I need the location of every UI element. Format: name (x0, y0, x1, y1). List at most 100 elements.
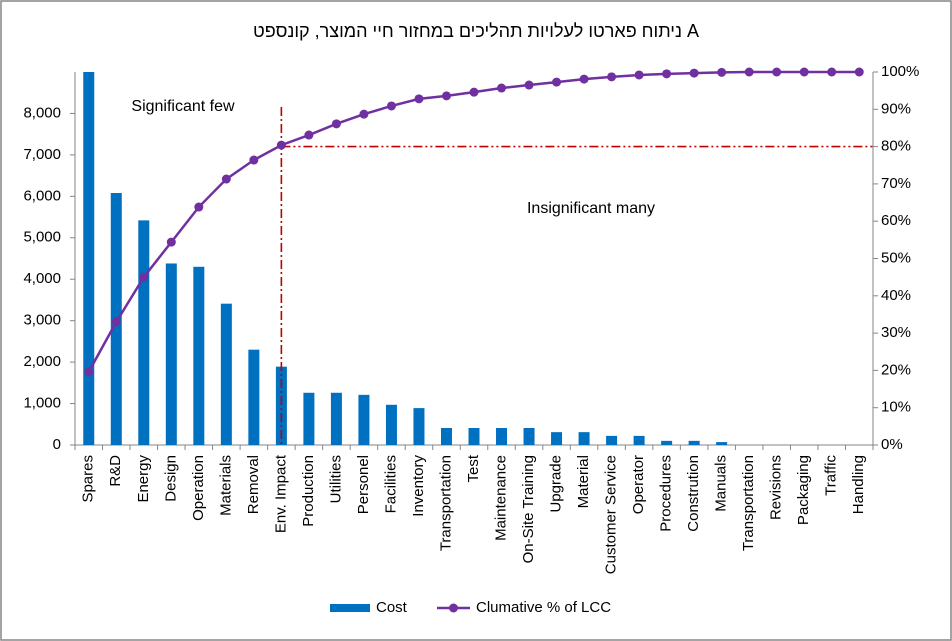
line-marker (111, 317, 121, 327)
bar (413, 408, 425, 445)
x-tick-label: On-Site Training (520, 455, 537, 563)
y2-tick-label: 30% (881, 324, 911, 341)
legend-label: Clumative % of LCC (476, 599, 611, 616)
line-marker (441, 91, 451, 101)
x-tick-label: Operator (630, 455, 647, 514)
x-tick-label: Maintenance (492, 455, 509, 541)
y2-tick-label: 40% (881, 287, 911, 304)
y2-tick-label: 10% (881, 399, 911, 416)
bar (468, 428, 480, 445)
y-tick-label: 1,000 (23, 395, 61, 412)
line-marker (331, 119, 341, 129)
x-tick-label: Material (575, 455, 592, 508)
line-marker (634, 70, 644, 80)
y2-tick-label: 70% (881, 175, 911, 192)
bar (440, 428, 452, 445)
line-marker (386, 101, 396, 111)
x-tick-label: Removal (245, 455, 262, 514)
x-tick-label: Design (162, 455, 179, 502)
bar (193, 266, 205, 445)
bar (83, 72, 95, 445)
x-tick-label: Env. Impact (272, 454, 289, 533)
bar (633, 435, 645, 445)
chart-title: ניתוח פארטו לעלויות תהליכים במחזור חיי ה… (253, 21, 699, 41)
line-marker (414, 94, 424, 104)
bar (578, 432, 590, 445)
x-tick-label: Spares (80, 455, 97, 503)
x-tick-label: Inventory (410, 455, 427, 517)
line-marker (304, 130, 314, 140)
line-marker (84, 367, 94, 377)
line-marker (717, 67, 727, 77)
bar (358, 394, 370, 445)
bar (165, 263, 177, 445)
line-marker (221, 174, 231, 184)
y2-tick-label: 20% (881, 361, 911, 378)
bar (330, 392, 342, 445)
x-tick-label: Operation (190, 455, 207, 521)
y2-tick-label: 80% (881, 138, 911, 155)
y-tick-label: 2,000 (23, 353, 61, 370)
bar (385, 404, 397, 445)
y-tick-label: 0 (53, 436, 61, 453)
legend-swatch (330, 604, 370, 612)
line-marker (607, 72, 617, 82)
line-marker (744, 67, 754, 77)
line-marker (689, 68, 699, 78)
line-marker (469, 87, 479, 97)
line-marker (249, 155, 259, 165)
line-marker (359, 109, 369, 119)
y-tick-label: 4,000 (23, 270, 61, 287)
line-marker (139, 272, 149, 282)
line-marker (662, 69, 672, 79)
x-tick-label: Procedures (658, 455, 675, 532)
bar (716, 442, 728, 445)
x-tick-label: Transportation (437, 455, 454, 551)
bar (138, 220, 150, 445)
y-tick-label: 7,000 (23, 146, 61, 163)
y-tick-label: 8,000 (23, 104, 61, 121)
y2-tick-label: 90% (881, 100, 911, 117)
x-tick-label: Personel (355, 455, 372, 514)
x-tick-label: Production (300, 455, 317, 527)
bar (275, 366, 287, 445)
x-tick-label: Energy (135, 455, 152, 503)
line-marker (827, 67, 837, 77)
x-tick-label: Handling (850, 455, 867, 514)
y2-tick-label: 50% (881, 249, 911, 266)
y-tick-label: 6,000 (23, 187, 61, 204)
y2-tick-label: 100% (881, 63, 919, 80)
x-tick-label: Constrution (685, 455, 702, 532)
line-marker (497, 83, 507, 93)
bar (606, 435, 618, 445)
x-tick-label: Facilities (382, 455, 399, 513)
x-tick-label: Manuals (713, 455, 730, 512)
legend-swatch (449, 603, 458, 613)
annotation: Significant few (131, 98, 235, 115)
x-tick-label: Transportation (740, 455, 757, 551)
bar (220, 303, 232, 445)
x-tick-label: Upgrade (548, 455, 565, 513)
annotation: Insignificant many (527, 200, 655, 217)
x-tick-label: Test (465, 454, 482, 482)
x-tick-label: Utilities (327, 455, 344, 503)
bar (496, 428, 508, 445)
bar (248, 349, 260, 445)
y2-tick-label: 0% (881, 436, 903, 453)
line-marker (552, 77, 562, 87)
bar (551, 432, 563, 445)
line-marker (799, 67, 809, 77)
legend-label: Cost (376, 599, 408, 616)
line-marker (524, 80, 534, 90)
bar (661, 440, 673, 445)
x-tick-label: R&D (107, 455, 124, 487)
x-tick-label: Traffic (823, 455, 840, 496)
y-tick-label: 3,000 (23, 312, 61, 329)
x-tick-label: Customer Service (603, 455, 620, 574)
line-marker (166, 237, 176, 247)
x-tick-label: Packaging (795, 455, 812, 525)
line-marker (854, 67, 864, 77)
y2-tick-label: 60% (881, 212, 911, 229)
